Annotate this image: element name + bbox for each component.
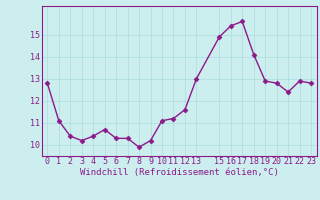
X-axis label: Windchill (Refroidissement éolien,°C): Windchill (Refroidissement éolien,°C) [80, 168, 279, 177]
